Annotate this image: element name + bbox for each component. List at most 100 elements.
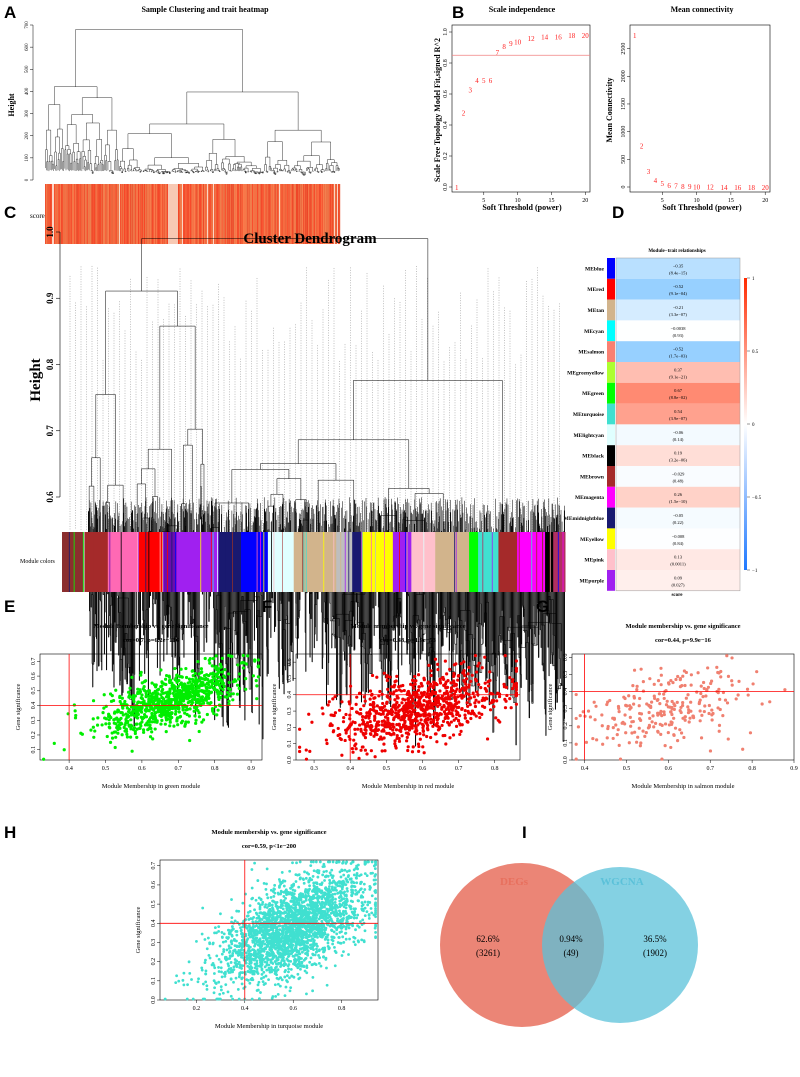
module-color-segment bbox=[84, 532, 85, 592]
dendrogram-branch bbox=[76, 29, 243, 92]
y-tick-label: 0.1 bbox=[31, 746, 37, 754]
dendrogram-branch bbox=[141, 469, 155, 497]
dendrogram-branch bbox=[54, 87, 97, 105]
data-point bbox=[645, 731, 648, 734]
data-point bbox=[128, 687, 131, 690]
data-point bbox=[418, 701, 421, 704]
data-point bbox=[226, 696, 229, 699]
data-point bbox=[512, 684, 515, 687]
data-point bbox=[479, 686, 482, 689]
module-color-segment bbox=[138, 532, 139, 592]
data-point bbox=[319, 861, 322, 864]
data-point bbox=[142, 716, 145, 719]
data-point bbox=[690, 683, 693, 686]
data-point bbox=[495, 699, 498, 702]
data-point bbox=[467, 672, 470, 675]
module-color-segment bbox=[162, 532, 163, 592]
data-point bbox=[450, 720, 453, 723]
data-point bbox=[411, 724, 414, 727]
data-point bbox=[616, 733, 619, 736]
dendrogram-branch bbox=[97, 139, 102, 160]
data-point bbox=[768, 700, 771, 703]
data-point bbox=[205, 970, 208, 973]
p-value: (0.14) bbox=[673, 437, 684, 442]
data-point bbox=[172, 725, 175, 728]
data-point bbox=[310, 721, 313, 724]
data-point bbox=[425, 700, 428, 703]
data-point bbox=[195, 679, 198, 682]
data-point bbox=[651, 714, 654, 717]
data-point bbox=[718, 698, 721, 701]
correlation-value: 0.37 bbox=[674, 367, 683, 372]
data-point bbox=[92, 717, 95, 720]
p-value: (0.0011) bbox=[670, 562, 686, 567]
data-point bbox=[156, 692, 159, 695]
data-point bbox=[322, 870, 325, 873]
data-point bbox=[711, 718, 714, 721]
data-point bbox=[418, 695, 421, 698]
data-point bbox=[202, 684, 205, 687]
data-point bbox=[417, 743, 420, 746]
dendrogram-branch bbox=[213, 139, 235, 156]
y-tick-label: 1500 bbox=[621, 98, 627, 110]
module-color-segment bbox=[519, 532, 520, 592]
data-point bbox=[358, 723, 361, 726]
data-point bbox=[370, 724, 373, 727]
power-point: 12 bbox=[707, 184, 715, 192]
data-point bbox=[406, 749, 409, 752]
module-color-segment bbox=[454, 532, 455, 592]
y-tick-label: 0.2 bbox=[443, 152, 449, 160]
d-xlabel: score bbox=[671, 593, 683, 598]
points bbox=[575, 654, 787, 761]
data-point bbox=[104, 722, 107, 725]
module-color-swatch bbox=[607, 341, 615, 362]
data-point bbox=[223, 676, 226, 679]
module-color-segment bbox=[399, 532, 400, 592]
data-point bbox=[283, 885, 286, 888]
data-point bbox=[287, 968, 290, 971]
power-point: 7 bbox=[674, 182, 678, 190]
data-point bbox=[282, 907, 285, 910]
data-point bbox=[659, 667, 662, 670]
data-point bbox=[477, 662, 480, 665]
dendrogram-branch bbox=[237, 162, 251, 166]
module-color-swatch bbox=[607, 383, 615, 404]
data-point bbox=[149, 703, 152, 706]
data-point bbox=[177, 980, 180, 983]
data-point bbox=[338, 910, 341, 913]
data-point bbox=[749, 731, 752, 734]
data-point bbox=[511, 678, 514, 681]
data-point bbox=[185, 705, 188, 708]
data-point bbox=[612, 726, 615, 729]
y-tick-label: 300 bbox=[25, 109, 30, 117]
data-point bbox=[434, 700, 437, 703]
x-tick-label: 0.4 bbox=[581, 766, 589, 772]
module-color-segment bbox=[340, 532, 341, 592]
data-point bbox=[140, 706, 143, 709]
dendrogram-branch bbox=[55, 152, 57, 169]
dendrogram-branch bbox=[138, 611, 139, 681]
data-point bbox=[472, 691, 475, 694]
data-point bbox=[299, 968, 302, 971]
data-point bbox=[717, 688, 720, 691]
data-point bbox=[719, 675, 722, 678]
module-color-swatch bbox=[607, 320, 615, 341]
data-point bbox=[438, 726, 441, 729]
data-point bbox=[408, 728, 411, 731]
data-point bbox=[392, 732, 395, 735]
module-color-segment bbox=[200, 532, 201, 592]
data-point bbox=[383, 736, 386, 739]
data-point bbox=[168, 713, 171, 716]
data-point bbox=[186, 998, 189, 1001]
data-point bbox=[255, 697, 258, 700]
data-point bbox=[185, 708, 188, 711]
dendrogram-branch bbox=[80, 159, 81, 171]
data-point bbox=[117, 725, 120, 728]
data-point bbox=[321, 706, 324, 709]
data-point bbox=[424, 711, 427, 714]
data-point bbox=[363, 728, 366, 731]
data-point bbox=[185, 676, 188, 679]
data-point bbox=[672, 733, 675, 736]
data-point bbox=[630, 720, 633, 723]
data-point bbox=[632, 703, 635, 706]
